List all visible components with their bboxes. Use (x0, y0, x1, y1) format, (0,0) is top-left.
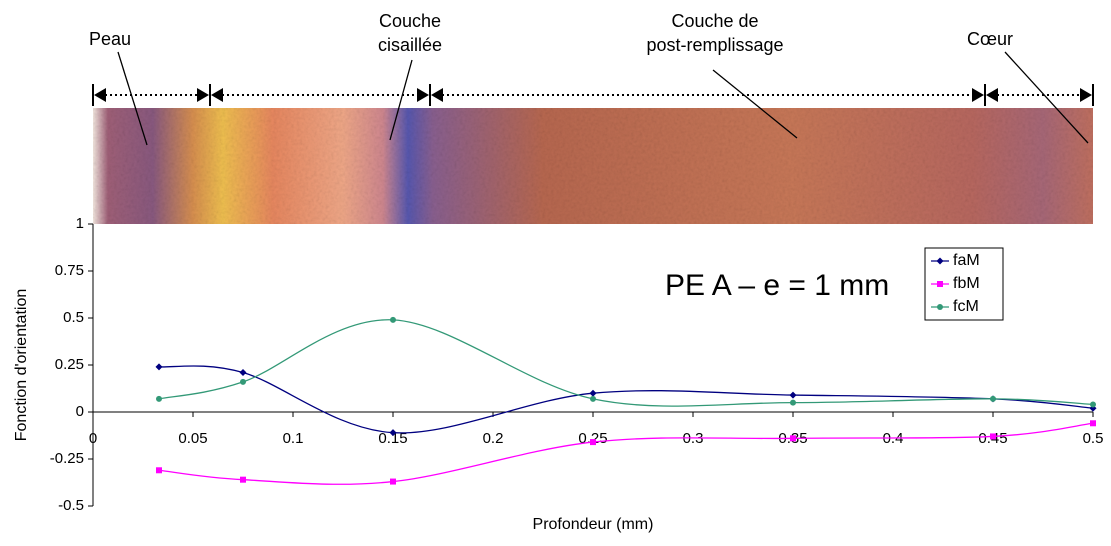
y-tick-label: 1 (76, 215, 84, 232)
marker (990, 395, 996, 402)
x-tick-label: 0.2 (483, 430, 504, 447)
marker (239, 369, 247, 377)
zone-label: Cœur (967, 29, 1013, 49)
marker (156, 395, 162, 402)
x-axis-label: Profondeur (mm) (533, 516, 654, 533)
marker (1090, 420, 1096, 427)
x-tick-label: 0.1 (283, 430, 304, 447)
x-tick-label: 0.5 (1083, 430, 1104, 447)
marker (390, 316, 396, 323)
y-tick-label: 0.5 (63, 309, 84, 326)
x-tick-label: 0 (89, 430, 97, 447)
marker (155, 363, 163, 371)
marker (1090, 401, 1096, 408)
legend-label: faM (953, 252, 980, 269)
x-tick-label: 0.05 (178, 430, 207, 447)
y-tick-label: -0.25 (50, 450, 84, 467)
zone-label: cisaillée (378, 35, 442, 55)
zone-label: Peau (89, 29, 131, 49)
x-tick-label: 0.15 (378, 430, 407, 447)
annotation: PE A – e = 1 mm (665, 269, 889, 302)
y-axis-label: Fonction d'orientation (13, 289, 30, 441)
legend-label: fbM (953, 275, 980, 292)
marker (590, 439, 596, 446)
series-line (158, 422, 1094, 485)
marker (240, 378, 246, 385)
y-tick-label: -0.5 (58, 497, 84, 514)
marker (937, 281, 943, 287)
marker (389, 429, 397, 437)
marker (240, 476, 246, 483)
zone-arrows (92, 51, 1094, 146)
marker (990, 433, 996, 440)
legend-label: fcM (953, 298, 979, 315)
marker (390, 478, 396, 485)
marker (156, 467, 162, 474)
zone-label: post-remplissage (646, 35, 783, 55)
y-tick-label: 0 (76, 403, 84, 420)
marker (936, 257, 944, 265)
marker (789, 391, 797, 399)
y-tick-label: 0.75 (55, 262, 84, 279)
marker (590, 395, 596, 402)
zone-label: Couche de (671, 11, 758, 31)
zone-label: Couche (379, 11, 441, 31)
marker (790, 399, 796, 406)
marker (790, 435, 796, 442)
micrograph (93, 108, 1093, 224)
marker (589, 389, 597, 397)
marker (937, 304, 943, 310)
y-tick-label: 0.25 (55, 356, 84, 373)
